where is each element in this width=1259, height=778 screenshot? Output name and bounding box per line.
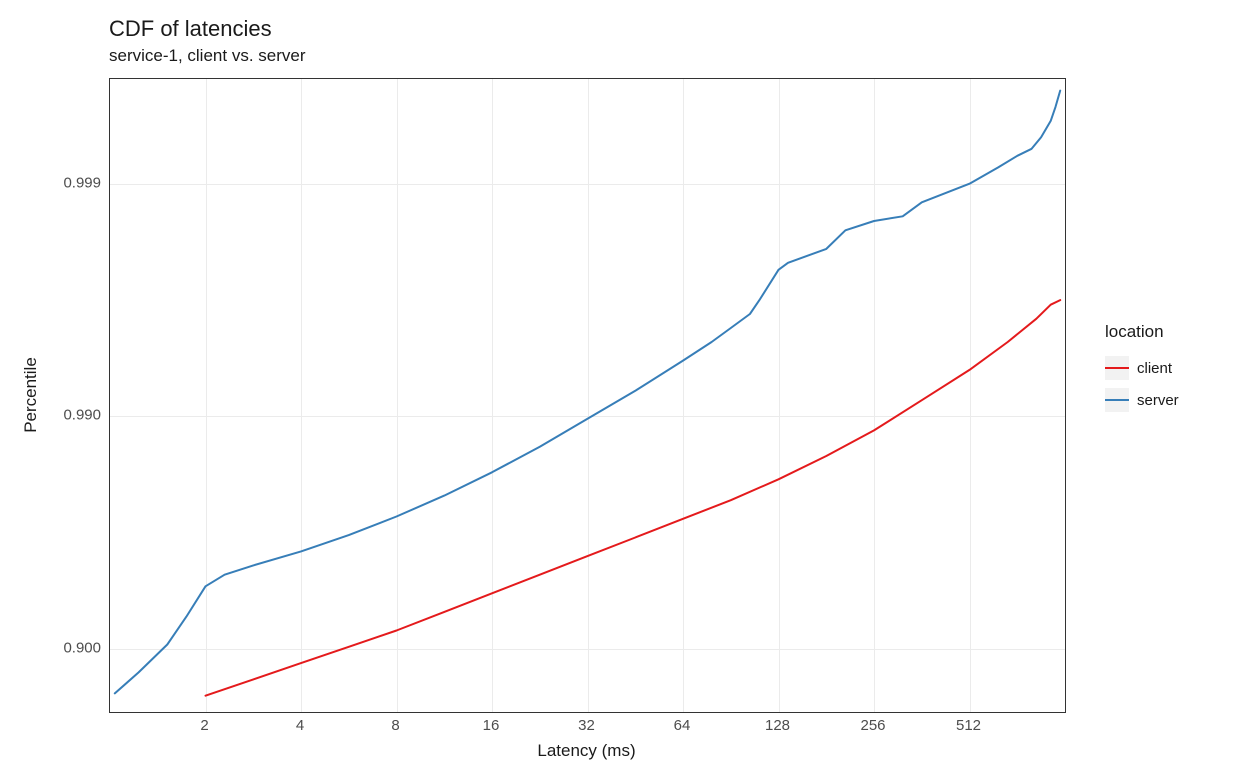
x-tick-label: 8: [391, 717, 399, 734]
legend-swatch: [1105, 356, 1129, 380]
legend-title: location: [1105, 322, 1179, 342]
series-line-client: [206, 300, 1061, 696]
x-tick-label: 128: [765, 717, 790, 734]
chart-title: CDF of latencies: [109, 16, 272, 42]
x-tick-label: 512: [956, 717, 981, 734]
legend: location client server: [1105, 322, 1179, 420]
plot-area: [109, 78, 1066, 713]
x-tick-label: 256: [860, 717, 885, 734]
legend-items: client server: [1105, 356, 1179, 412]
x-axis-label: Latency (ms): [537, 741, 635, 761]
y-axis-label: Percentile: [21, 357, 41, 433]
x-tick-label: 4: [296, 717, 304, 734]
x-tick-label: 16: [483, 717, 500, 734]
x-tick-label: 2: [200, 717, 208, 734]
legend-item-client: client: [1105, 356, 1179, 380]
chart-container: { "chart": { "type": "line", "title": "C…: [0, 0, 1259, 778]
legend-label: server: [1137, 392, 1179, 409]
y-tick-label: 0.900: [63, 640, 101, 657]
legend-line-icon: [1105, 399, 1129, 401]
chart-subtitle: service-1, client vs. server: [109, 46, 306, 66]
legend-label: client: [1137, 360, 1172, 377]
legend-line-icon: [1105, 367, 1129, 369]
x-tick-label: 32: [578, 717, 595, 734]
legend-swatch: [1105, 388, 1129, 412]
x-tick-label: 64: [674, 717, 691, 734]
series-lines: [110, 79, 1065, 712]
y-tick-label: 0.990: [63, 407, 101, 424]
y-tick-label: 0.999: [63, 174, 101, 191]
series-line-server: [115, 91, 1060, 694]
legend-item-server: server: [1105, 388, 1179, 412]
